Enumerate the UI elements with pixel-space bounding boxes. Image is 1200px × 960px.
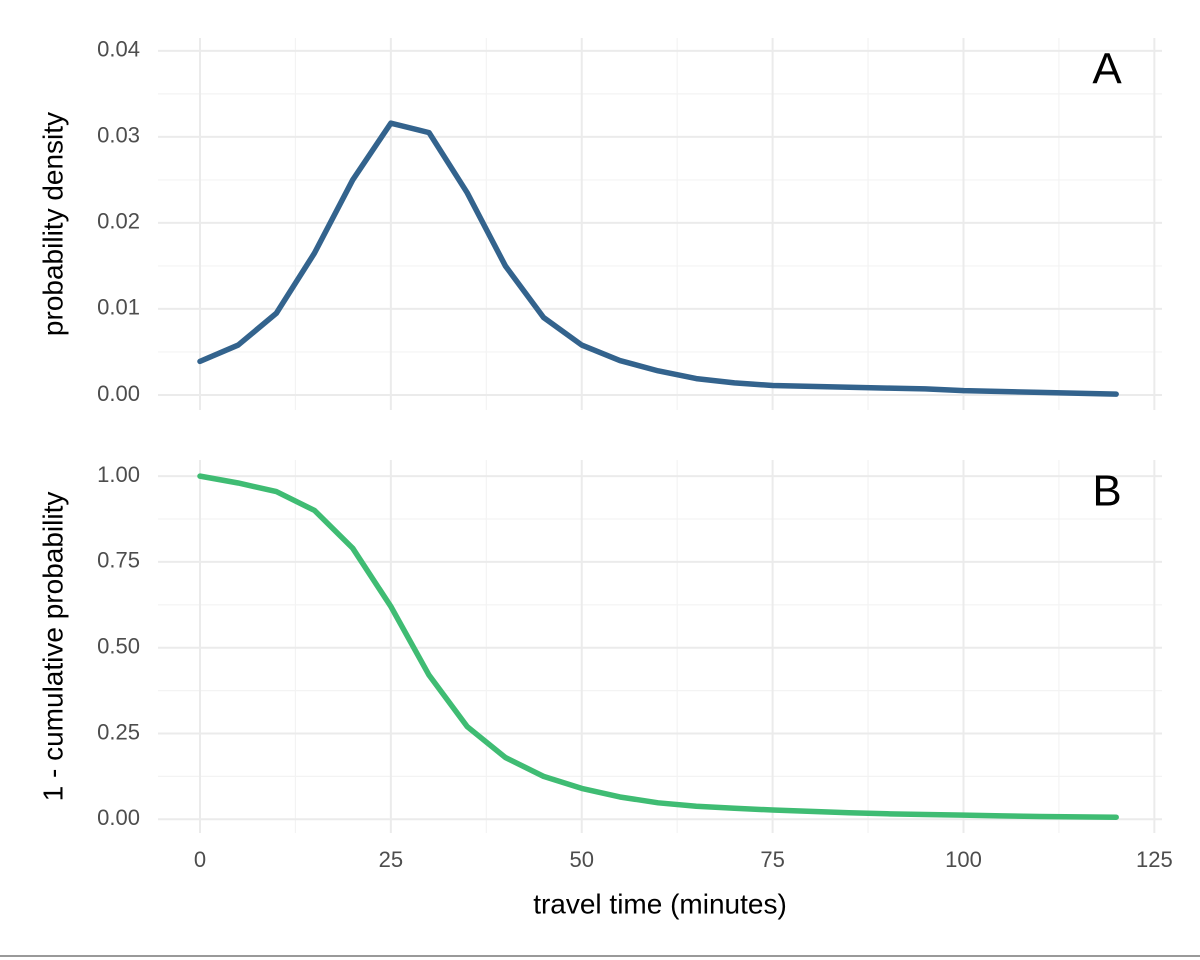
x-tick-label: 0 — [194, 847, 206, 872]
y-tick-label: 0.01 — [97, 295, 140, 320]
y-tick-label: 0.50 — [97, 634, 140, 659]
line — [197, 473, 1119, 820]
x-tick-label: 50 — [569, 847, 593, 872]
y-axis-title: 1 - cumulative probability — [37, 492, 68, 802]
panel-label: B — [1092, 467, 1121, 516]
x-tick-label: 100 — [945, 847, 982, 872]
y-tick-label: 1.00 — [97, 462, 140, 487]
y-tick-label: 0.25 — [97, 719, 140, 744]
x-tick-label: 75 — [760, 847, 784, 872]
x-tick-label: 125 — [1136, 847, 1173, 872]
y-axis-title: probability density — [37, 112, 68, 336]
y-tick-label: 0.04 — [97, 37, 140, 62]
y-tick-label: 0.03 — [97, 123, 140, 148]
panel-label: A — [1092, 45, 1122, 94]
y-tick-label: 0.00 — [97, 381, 140, 406]
x-tick-label: 25 — [379, 847, 403, 872]
y-tick-label: 0.02 — [97, 209, 140, 234]
x-axis-title: travel time (minutes) — [533, 888, 787, 919]
y-tick-label: 0.75 — [97, 548, 140, 573]
line — [197, 120, 1119, 397]
y-tick-label: 0.00 — [97, 805, 140, 830]
